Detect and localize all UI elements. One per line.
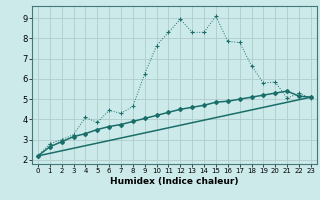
X-axis label: Humidex (Indice chaleur): Humidex (Indice chaleur) [110,177,239,186]
